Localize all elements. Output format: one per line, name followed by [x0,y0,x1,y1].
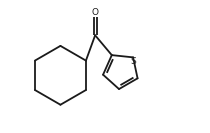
Text: O: O [92,8,99,17]
Text: S: S [130,57,136,66]
